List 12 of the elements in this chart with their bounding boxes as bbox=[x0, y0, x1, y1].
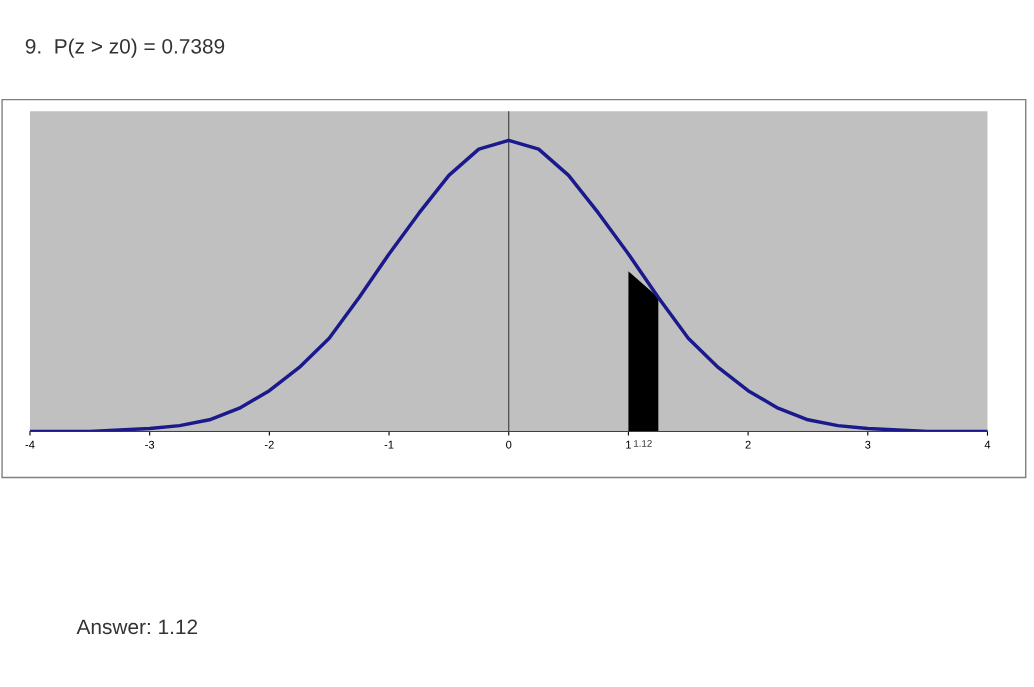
x-tick-label: 2 bbox=[745, 440, 751, 449]
x-tick-label: 1 bbox=[626, 440, 631, 449]
text: Answer: 1.12 bbox=[76, 619, 198, 635]
x-tick-label: 0 bbox=[506, 440, 512, 449]
x-tick-label: 4 bbox=[984, 440, 991, 449]
x-tick-label: 3 bbox=[865, 440, 871, 449]
x-tick-label: -4 bbox=[25, 440, 35, 449]
x-tick-label: -3 bbox=[145, 440, 155, 449]
x-tick-label: -2 bbox=[264, 440, 274, 449]
x-tick-label: -1 bbox=[384, 440, 394, 449]
annotation: 1.12 bbox=[634, 440, 652, 447]
chart-title: 9. P(z > z0) = 0.7389 bbox=[25, 38, 225, 58]
